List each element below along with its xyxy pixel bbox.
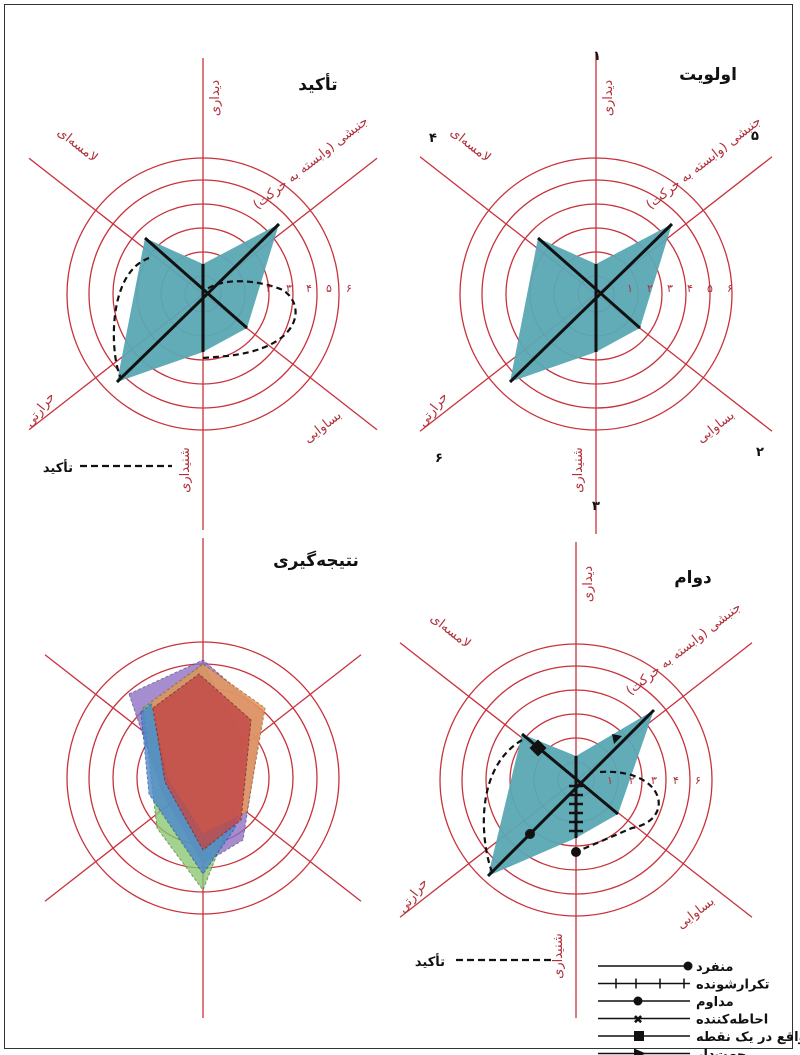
duration-dashed-outline <box>482 739 660 873</box>
emphasis-ring-label-2: ۳ <box>286 282 292 295</box>
priority-panel-label-bottom: شنیداری <box>571 447 586 493</box>
legend-marker-mid-dot <box>633 996 643 1006</box>
duration-axis-highlight-up <box>486 708 656 878</box>
priority-number-upper-left: ۴ <box>429 131 437 146</box>
priority-ring-label-6: ۶ <box>727 282 733 295</box>
priority-number-lower-left: ۶ <box>435 451 443 466</box>
priority-title: اولویت <box>679 65 737 85</box>
duration-panel-label-lower-left: حرارتی <box>395 876 431 916</box>
priority-ring-label-3: ۳ <box>667 282 673 295</box>
duration-ring-label-2: ۲ <box>629 774 635 787</box>
duration-panel-label-lower-right: بساوایی <box>674 894 718 933</box>
duration-dot-lower-left <box>525 829 535 839</box>
duration-legend-label-text: منفرد <box>696 960 733 975</box>
priority-ring-label-1: ۱ <box>627 282 633 295</box>
emphasis-panel-label-upper-right: جنبشی (وابسته به حرکت) <box>250 114 371 213</box>
priority-number-bottom: ۳ <box>592 499 600 514</box>
emphasis-ring-label-1: ۲ <box>266 282 272 295</box>
page-border <box>4 4 793 1049</box>
duration-legend-item: تکرارشونده <box>598 978 769 993</box>
emphasis-panel-label-lower-right: بساوایی <box>301 408 345 447</box>
conclusion-layer-red <box>152 673 252 851</box>
emphasis-axis-highlight-up <box>115 222 281 384</box>
priority-panel-label-upper-left: لامسه‌ای <box>447 125 493 166</box>
duration-ring-label-5: ۶ <box>695 774 701 787</box>
duration-ring-label-3: ۳ <box>651 774 657 787</box>
duration-arrow-marker <box>612 734 622 744</box>
emphasis-axis-highlight-down <box>144 236 248 330</box>
duration-legend-label: تأکید <box>415 953 445 970</box>
duration-legend-label-text: تکرارشونده <box>696 978 769 993</box>
legend-marker-cross: ✖ <box>633 1013 643 1027</box>
conclusion-panel: نتیجه‌گیری <box>44 538 362 1018</box>
duration-legend-item: ✖ احاطه‌کننده <box>598 1013 768 1028</box>
priority-panel: اولویت ۱ ۲ ۳ ۴ ۵ ۶ دیداری جنبشی (وابسته به حرکت)… <box>415 49 773 534</box>
duration-legend-label-text: مداوم <box>696 995 734 1010</box>
duration-panel: دوام ۱ ۲ ۳ ۴ ۶ دیداری جنبشی (وابسته به حرکت) بسا… <box>395 542 800 1055</box>
priority-ring-label-5: ۵ <box>707 282 713 295</box>
emphasis-panel: تأکید ۲ ۳ ۴ ۵ ۶ دیداری جنبشی (وابسته به حرکت) بس… <box>22 58 378 530</box>
priority-axis-highlight-down <box>537 236 641 330</box>
duration-title: دوام <box>674 568 712 588</box>
duration-legend-label-text: احاطه‌کننده <box>696 1013 768 1028</box>
duration-legend-item: جهت‌دار <box>598 1048 746 1055</box>
priority-panel-label-lower-left: حرارتی <box>415 390 451 430</box>
duration-legend-item: واقع در یک نقطه <box>598 1030 800 1045</box>
emphasis-ring-label-4: ۵ <box>326 282 332 295</box>
conclusion-title: نتیجه‌گیری <box>273 550 359 571</box>
duration-panel-label-upper-left: لامسه‌ای <box>427 611 473 652</box>
emphasis-legend-label: تأکید <box>43 459 73 476</box>
priority-axis-highlight-up <box>508 222 674 384</box>
duration-legend-item: منفرد <box>598 960 733 975</box>
emphasis-panel-label-bottom: شنیداری <box>178 447 193 493</box>
duration-panel-label-upper-right: جنبشی (وابسته به حرکت) <box>623 600 744 699</box>
priority-ring-label-2: ۲ <box>647 282 653 295</box>
emphasis-panel-label-top: دیداری <box>208 80 223 117</box>
duration-square-marker <box>529 739 547 757</box>
duration-ring-label-4: ۴ <box>673 774 679 787</box>
priority-panel-label-top: دیداری <box>601 80 616 117</box>
emphasis-ring-label-5: ۶ <box>346 282 352 295</box>
emphasis-ring-label-3: ۴ <box>306 282 312 295</box>
priority-panel-label-lower-right: بساوایی <box>694 408 738 447</box>
duration-legend-label-text: واقع در یک نقطه <box>696 1030 800 1045</box>
emphasis-panel-label-upper-left: لامسه‌ای <box>54 125 100 166</box>
priority-panel-label-upper-right: جنبشی (وابسته به حرکت) <box>643 114 764 213</box>
duration-legend-label-text: جهت‌دار <box>695 1048 746 1055</box>
duration-legend-item: مداوم <box>598 995 734 1010</box>
priority-number-lower-right: ۲ <box>756 445 764 460</box>
priority-number-top: ۱ <box>593 49 601 64</box>
emphasis-title: تأکید <box>298 73 337 95</box>
duration-panel-label-top: دیداری <box>581 566 596 603</box>
duration-ring-label-1: ۱ <box>607 774 613 787</box>
legend-marker-arrow <box>634 1048 646 1055</box>
legend-marker-end-dot <box>683 961 693 971</box>
priority-number-upper-right: ۵ <box>751 129 759 144</box>
legend-marker-square <box>634 1031 644 1041</box>
duration-panel-label-bottom: شنیداری <box>551 933 566 979</box>
emphasis-dashed-outline <box>112 256 297 379</box>
priority-ring-label-4: ۴ <box>687 282 693 295</box>
emphasis-panel-label-lower-left: حرارتی <box>22 390 58 430</box>
